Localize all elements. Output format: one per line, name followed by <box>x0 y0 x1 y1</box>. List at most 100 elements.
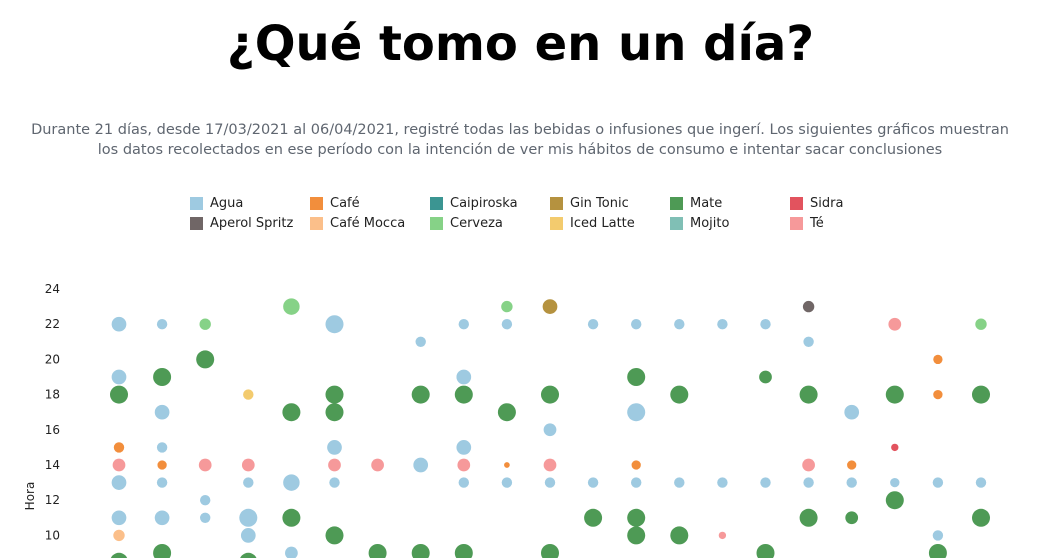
data-point[interactable] <box>199 318 211 330</box>
data-point[interactable] <box>717 477 728 488</box>
data-point[interactable] <box>844 404 860 420</box>
data-point[interactable] <box>971 508 991 527</box>
data-point[interactable] <box>802 458 815 472</box>
data-point[interactable] <box>282 508 301 527</box>
data-point[interactable] <box>111 369 127 385</box>
data-point[interactable] <box>368 543 387 558</box>
data-point[interactable] <box>587 319 599 330</box>
data-point[interactable] <box>327 440 342 455</box>
legend-item[interactable]: Té <box>790 215 910 231</box>
data-point[interactable] <box>890 477 900 488</box>
data-point[interactable] <box>631 460 641 470</box>
data-point[interactable] <box>283 474 300 491</box>
data-point[interactable] <box>501 477 513 488</box>
data-point[interactable] <box>325 526 344 545</box>
data-point[interactable] <box>540 543 560 558</box>
data-point[interactable] <box>627 508 646 527</box>
data-point[interactable] <box>756 543 775 558</box>
legend-item[interactable]: Café Mocca <box>310 215 430 231</box>
data-point[interactable] <box>933 389 943 400</box>
data-point[interactable] <box>540 385 560 404</box>
data-point[interactable] <box>454 385 473 404</box>
data-point[interactable] <box>239 552 257 558</box>
data-point[interactable] <box>243 477 254 488</box>
data-point[interactable] <box>371 458 384 472</box>
data-point[interactable] <box>156 442 168 453</box>
data-point[interactable] <box>627 367 646 387</box>
data-point[interactable] <box>587 477 599 488</box>
data-point[interactable] <box>799 385 818 404</box>
data-point[interactable] <box>718 531 727 540</box>
data-point[interactable] <box>283 298 300 315</box>
data-point[interactable] <box>458 477 469 488</box>
data-point[interactable] <box>932 530 944 541</box>
data-point[interactable] <box>631 319 642 330</box>
data-point[interactable] <box>845 511 859 525</box>
data-point[interactable] <box>113 529 125 542</box>
data-point[interactable] <box>196 350 215 369</box>
data-point[interactable] <box>111 475 127 490</box>
data-point[interactable] <box>885 385 904 404</box>
data-point[interactable] <box>674 319 685 330</box>
data-point[interactable] <box>456 369 472 385</box>
data-point[interactable] <box>156 477 168 488</box>
data-point[interactable] <box>411 385 430 404</box>
legend-item[interactable]: Mate <box>670 195 790 211</box>
data-point[interactable] <box>847 460 857 470</box>
data-point[interactable] <box>760 319 771 330</box>
data-point[interactable] <box>627 526 646 545</box>
data-point[interactable] <box>802 300 815 313</box>
data-point[interactable] <box>282 403 301 422</box>
data-point[interactable] <box>932 477 944 488</box>
legend-item[interactable]: Mojito <box>670 215 790 231</box>
data-point[interactable] <box>240 528 256 543</box>
data-point[interactable] <box>325 403 344 422</box>
legend-item[interactable]: Café <box>310 195 430 211</box>
data-point[interactable] <box>928 543 947 558</box>
data-point[interactable] <box>759 370 772 384</box>
data-point[interactable] <box>888 317 902 331</box>
data-point[interactable] <box>328 458 341 472</box>
data-point[interactable] <box>198 458 212 472</box>
data-point[interactable] <box>110 552 128 558</box>
data-point[interactable] <box>458 319 469 330</box>
data-point[interactable] <box>799 508 818 527</box>
data-point[interactable] <box>243 389 254 400</box>
data-point[interactable] <box>325 385 344 404</box>
data-point[interactable] <box>325 315 344 334</box>
data-point[interactable] <box>241 458 255 472</box>
data-point[interactable] <box>154 510 170 526</box>
data-point[interactable] <box>803 336 814 347</box>
data-point[interactable] <box>631 477 642 488</box>
data-point[interactable] <box>113 442 125 453</box>
data-point[interactable] <box>975 318 987 330</box>
data-point[interactable] <box>111 510 127 526</box>
data-point[interactable] <box>109 385 129 404</box>
data-point[interactable] <box>457 458 471 472</box>
data-point[interactable] <box>501 300 513 313</box>
data-point[interactable] <box>543 458 557 472</box>
legend-item[interactable]: Caipiroska <box>430 195 550 211</box>
legend-item[interactable]: Sidra <box>790 195 910 211</box>
data-point[interactable] <box>239 508 258 527</box>
data-point[interactable] <box>415 336 426 347</box>
data-point[interactable] <box>803 477 814 488</box>
data-point[interactable] <box>544 477 556 488</box>
data-point[interactable] <box>543 423 557 437</box>
data-point[interactable] <box>200 495 211 506</box>
data-point[interactable] <box>411 543 430 558</box>
legend-item[interactable]: Iced Latte <box>550 215 670 231</box>
data-point[interactable] <box>504 462 510 468</box>
data-point[interactable] <box>153 367 172 387</box>
data-point[interactable] <box>670 385 689 404</box>
legend-item[interactable]: Agua <box>190 195 310 211</box>
data-point[interactable] <box>975 477 987 488</box>
data-point[interactable] <box>153 543 172 558</box>
legend-item[interactable]: Aperol Spritz <box>190 215 310 231</box>
data-point[interactable] <box>454 543 473 558</box>
data-point[interactable] <box>542 299 558 314</box>
data-point[interactable] <box>971 385 991 404</box>
data-point[interactable] <box>154 404 170 420</box>
data-point[interactable] <box>329 477 340 488</box>
data-point[interactable] <box>717 319 728 330</box>
